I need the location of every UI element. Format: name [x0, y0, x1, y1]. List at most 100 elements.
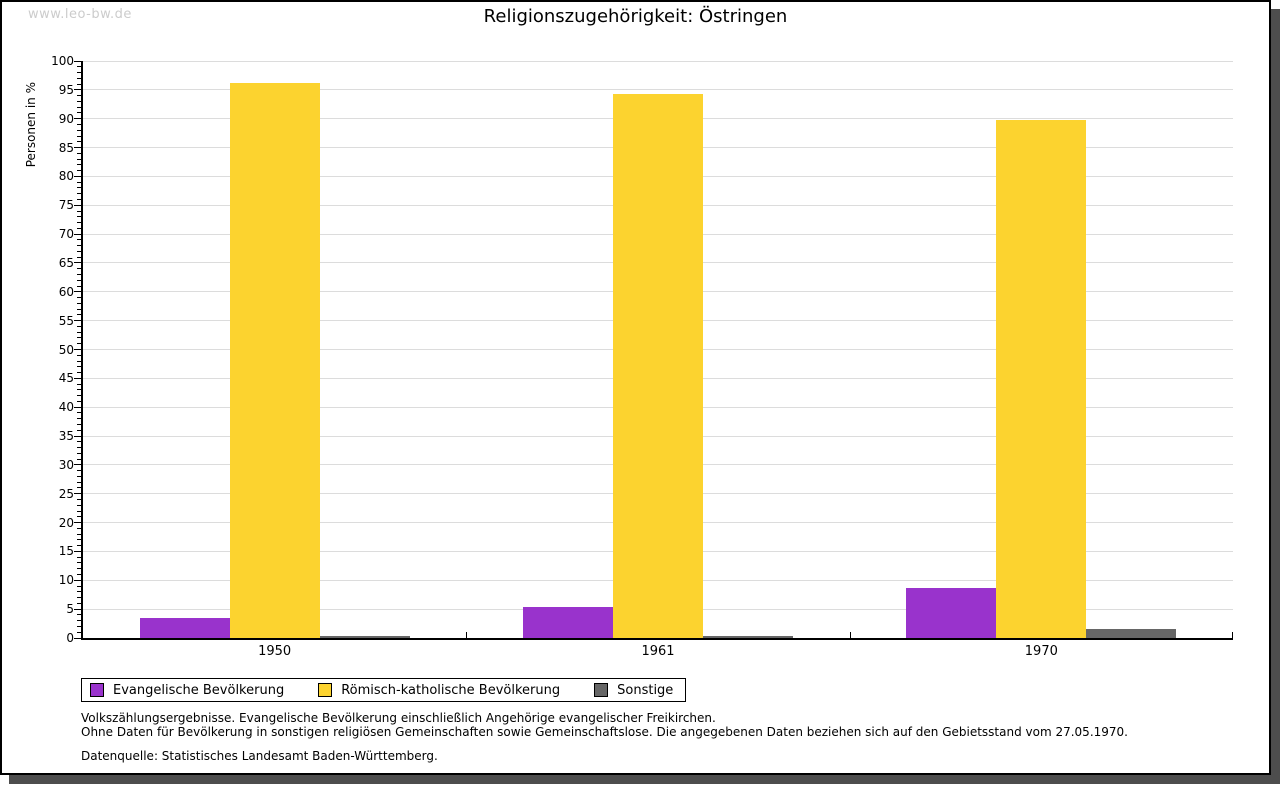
y-minor-tick — [77, 412, 81, 414]
y-minor-tick — [77, 66, 81, 68]
y-minor-tick — [77, 545, 81, 547]
chart-title: Religionszugehörigkeit: Östringen — [483, 6, 788, 27]
gridline — [83, 60, 1233, 62]
legend-swatch-icon — [90, 683, 104, 697]
y-minor-tick — [77, 222, 81, 224]
y-minor-tick — [77, 129, 81, 131]
legend: Evangelische Bevölkerung Römisch-katholis… — [81, 678, 687, 702]
legend-swatch-icon — [318, 683, 333, 697]
y-minor-tick — [77, 475, 81, 477]
y-axis-label: 85 — [58, 140, 74, 155]
y-minor-tick — [77, 499, 81, 501]
y-axis-label: 30 — [58, 457, 74, 472]
y-minor-tick — [77, 597, 81, 599]
x-boundary-tick — [849, 632, 851, 638]
y-minor-tick — [77, 285, 81, 287]
y-minor-tick — [77, 400, 81, 402]
legend-entry: Sonstige — [594, 683, 673, 698]
bar-1961-2 — [613, 93, 703, 638]
x-axis-label: 1961 — [641, 644, 675, 659]
y-minor-tick — [77, 164, 81, 166]
y-minor-tick — [77, 539, 81, 541]
bar-1970-2 — [996, 119, 1087, 638]
y-minor-tick — [77, 216, 81, 218]
y-minor-tick — [77, 620, 81, 622]
y-axis-label: 95 — [58, 82, 74, 97]
footnotes: Volkszählungsergebnisse. Evangelische Be… — [81, 711, 1128, 739]
watermark: www.leo-bw.de — [28, 7, 132, 22]
y-minor-tick — [77, 83, 81, 85]
y-major-tick — [74, 608, 81, 610]
y-minor-tick — [77, 395, 81, 397]
y-minor-tick — [77, 533, 81, 535]
legend-swatch-icon — [594, 683, 609, 697]
y-minor-tick — [77, 141, 81, 143]
y-minor-tick — [77, 389, 81, 391]
y-axis-label: 75 — [58, 198, 74, 213]
y-major-tick — [74, 550, 81, 552]
y-major-tick — [74, 637, 81, 639]
y-axis-label: 25 — [58, 486, 74, 501]
bar-1970-1 — [906, 587, 997, 638]
y-minor-tick — [77, 562, 81, 564]
y-minor-tick — [77, 187, 81, 189]
y-minor-tick — [77, 354, 81, 356]
y-minor-tick — [77, 447, 81, 449]
y-minor-tick — [77, 631, 81, 633]
y-major-tick — [74, 147, 81, 149]
y-major-tick — [74, 522, 81, 524]
y-major-tick — [74, 233, 81, 235]
bar-1961-1 — [523, 606, 613, 638]
y-minor-tick — [77, 239, 81, 241]
legend-label: Römisch-katholische Bevölkerung — [341, 682, 561, 698]
y-major-tick — [74, 60, 81, 62]
y-minor-tick — [77, 158, 81, 160]
y-minor-tick — [77, 591, 81, 593]
y-major-tick — [74, 320, 81, 322]
y-axis-label: 5 — [66, 602, 74, 617]
gridline — [83, 89, 1233, 91]
footnote-line-1: Volkszählungsergebnisse. Evangelische Be… — [81, 711, 716, 725]
y-minor-tick — [77, 383, 81, 385]
y-axis-label: 70 — [58, 227, 74, 242]
y-minor-tick — [77, 470, 81, 472]
y-minor-tick — [77, 337, 81, 339]
y-major-tick — [74, 579, 81, 581]
y-major-tick — [74, 349, 81, 350]
y-minor-tick — [77, 458, 81, 460]
y-minor-tick — [77, 170, 81, 172]
y-minor-tick — [77, 314, 81, 316]
legend-label: Evangelische Bevölkerung — [113, 682, 285, 698]
y-axis-label: 15 — [58, 544, 74, 559]
footnote-line-2: Ohne Daten für Bevölkerung in sonstigen … — [81, 725, 1128, 739]
y-major-tick — [74, 175, 81, 177]
y-minor-tick — [77, 297, 81, 299]
y-minor-tick — [77, 585, 81, 587]
y-minor-tick — [77, 100, 81, 102]
y-minor-tick — [77, 210, 81, 212]
y-minor-tick — [77, 245, 81, 247]
y-major-tick — [74, 118, 81, 120]
y-axis-label: 10 — [58, 573, 74, 588]
y-minor-tick — [77, 106, 81, 108]
y-minor-tick — [77, 279, 81, 281]
y-minor-tick — [77, 77, 81, 79]
y-major-tick — [74, 377, 81, 379]
y-minor-tick — [77, 481, 81, 483]
y-axis-label: 40 — [58, 400, 74, 415]
y-minor-tick — [77, 452, 81, 454]
x-boundary-tick — [1232, 632, 1233, 638]
y-minor-tick — [77, 302, 81, 304]
y-minor-tick — [77, 360, 81, 362]
bar-1950-1 — [139, 617, 230, 638]
y-minor-tick — [77, 193, 81, 195]
x-axis-label: 1950 — [258, 644, 292, 659]
bar-1961-3 — [703, 636, 793, 638]
y-minor-tick — [77, 516, 81, 518]
y-minor-tick — [77, 250, 81, 252]
y-minor-tick — [77, 556, 81, 558]
y-minor-tick — [77, 429, 81, 431]
y-axis-label: 55 — [58, 313, 74, 328]
y-minor-tick — [77, 602, 81, 604]
y-minor-tick — [77, 308, 81, 310]
